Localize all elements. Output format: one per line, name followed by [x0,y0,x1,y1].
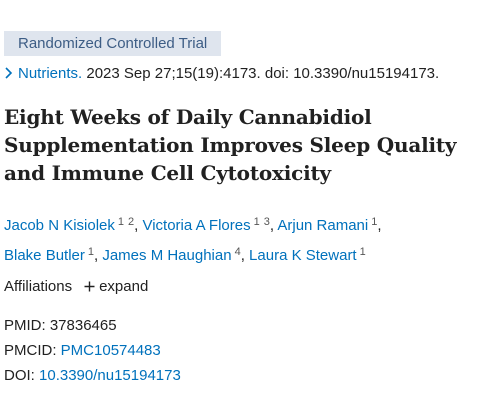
chevron-icon[interactable] [4,67,13,79]
author-name[interactable]: Arjun Ramani [277,217,369,234]
author: Jacob N Kisiolek 1 2, [4,216,139,234]
identifier-value: 37836465 [49,317,117,334]
identifier-label: PMCID: [4,342,57,359]
affiliation-ref[interactable]: 1 [117,216,125,228]
author-name[interactable]: James M Haughian [102,247,232,264]
author-name[interactable]: Blake Butler [4,247,85,264]
author: Laura K Stewart 1 [249,246,366,264]
separator: , [377,217,382,234]
affiliations-row: Affiliations expand [4,276,148,298]
author-name[interactable]: Jacob N Kisiolek [4,217,115,234]
affiliation-ref[interactable]: 1 [359,246,366,258]
journal-link[interactable]: Nutrients. [18,65,83,82]
citation-details: 2023 Sep 27;15(19):4173. doi: 10.3390/nu… [86,65,440,82]
plus-icon[interactable] [84,281,95,292]
author: Arjun Ramani 1, [277,216,382,234]
identifier-row: PMID: 37836465 [4,313,181,338]
affiliation-ref[interactable]: 1 [371,216,378,228]
affiliation-ref[interactable]: 3 [263,216,270,228]
affiliation-ref[interactable]: 2 [128,216,135,228]
article-title: Eight Weeks of Daily Cannabidiol Supplem… [4,105,457,185]
author: James M Haughian 4, [102,246,245,264]
identifier-row: DOI: 10.3390/nu15194173 [4,363,181,388]
separator: , [134,217,139,234]
expand-button[interactable]: expand [99,278,149,295]
publication-type-badge: Randomized Controlled Trial [4,31,222,56]
affiliation-refs: 1 [88,246,94,258]
identifier-label: PMID: [4,317,46,334]
author-name[interactable]: Victoria A Flores [142,217,251,234]
affiliation-refs: 1 [360,246,366,258]
separator: , [94,247,99,264]
affiliation-ref[interactable]: 4 [234,246,241,258]
identifier-row: PMCID: PMC10574483 [4,338,181,363]
identifier-label: DOI: [4,367,35,384]
separator: , [269,217,275,234]
affiliation-ref[interactable]: 1 [253,216,260,228]
author: Victoria A Flores 1 3, [142,216,275,234]
affiliation-ref[interactable]: 1 [87,246,94,258]
affiliations-label: Affiliations [4,278,73,295]
author-list: Jacob N Kisiolek 1 2, Victoria A Flores 1 3,… [4,209,464,269]
identifiers: PMID: 37836465 PMCID: PMC10574483 DOI: 10.… [4,313,181,388]
separator: , [240,247,245,264]
author: Blake Butler 1, [4,246,99,264]
identifier-value[interactable]: 10.3390/nu15194173 [39,367,181,384]
affiliation-refs: 4 [235,246,241,258]
author-name[interactable]: Laura K Stewart [249,247,357,264]
affiliation-refs: 1 [371,216,377,228]
identifier-value[interactable]: PMC10574483 [60,342,161,359]
citation: Nutrients. 2023 Sep 27;15(19):4173. doi:… [4,64,439,84]
